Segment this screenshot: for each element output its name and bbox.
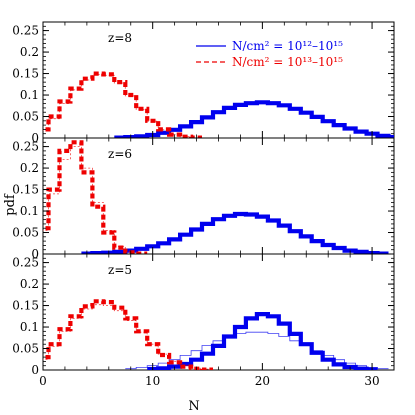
panel-z-5: 0 0.05 0.1 0.15 0.2 0.25 0 10 20 30 z=5 <box>12 253 395 388</box>
x-tick-label: 30 <box>364 374 379 388</box>
plot-frame <box>42 253 395 371</box>
plot-frame <box>42 137 395 255</box>
series-blue-thick <box>81 211 389 254</box>
panels: 0 0.05 0.1 0.15 0.2 0.25 z=8 0 0.05 0.1 0.15 0.2 0.2… <box>12 21 395 388</box>
series-blue-thin <box>125 331 389 370</box>
panel-z-6: 0 0.05 0.1 0.15 0.2 0.25 z=6 <box>12 137 395 261</box>
legend: N/cm² = 10¹²–10¹⁵ N/cm² = 10¹³–10¹⁵ <box>196 39 343 69</box>
legend-label-blue: N/cm² = 10¹²–10¹⁵ <box>232 39 343 53</box>
y-tick-label: 0.2 <box>20 277 39 291</box>
x-tick-label: 10 <box>145 374 160 388</box>
series-red-thin <box>43 74 192 138</box>
legend-label-red: N/cm² = 10¹³–10¹⁵ <box>232 55 343 69</box>
y-tick-label: 0.05 <box>12 342 39 356</box>
y-tick-label: 0 <box>31 131 39 145</box>
y-tick-label: 0 <box>31 363 39 377</box>
y-tick-label: 0 <box>31 247 39 261</box>
panel-z-8: 0 0.05 0.1 0.15 0.2 0.25 z=8 <box>12 21 395 145</box>
y-tick-label: 0.25 <box>12 256 39 270</box>
x-tick-label: 0 <box>39 374 47 388</box>
panel-label: z=6 <box>108 147 132 161</box>
y-tick-label: 0.05 <box>12 226 39 240</box>
panel-label: z=5 <box>108 263 132 277</box>
series-red-thin <box>43 146 137 253</box>
y-axis-label: pdf <box>3 193 18 216</box>
series-blue-thin <box>103 214 378 254</box>
series-blue-thin <box>136 102 394 138</box>
y-tick-label: 0.1 <box>20 88 39 102</box>
y-tick-label: 0.15 <box>12 67 39 81</box>
x-tick-label: 20 <box>255 374 270 388</box>
y-tick-label: 0.1 <box>20 320 39 334</box>
panel-label: z=8 <box>108 31 132 45</box>
y-tick-label: 0.15 <box>12 183 39 197</box>
y-tick-label: 0.1 <box>20 204 39 218</box>
y-tick-label: 0.25 <box>12 24 39 38</box>
y-tick-label: 0.2 <box>20 45 39 59</box>
y-tick-label: 0.05 <box>12 110 39 124</box>
series-red-thick <box>43 299 213 370</box>
x-axis-label: N <box>188 399 199 414</box>
y-tick-label: 0.2 <box>20 161 39 175</box>
series-blue-thick <box>147 312 378 370</box>
series-red-thin <box>43 304 213 370</box>
y-tick-label: 0.25 <box>12 140 39 154</box>
y-tick-label: 0.15 <box>12 299 39 313</box>
